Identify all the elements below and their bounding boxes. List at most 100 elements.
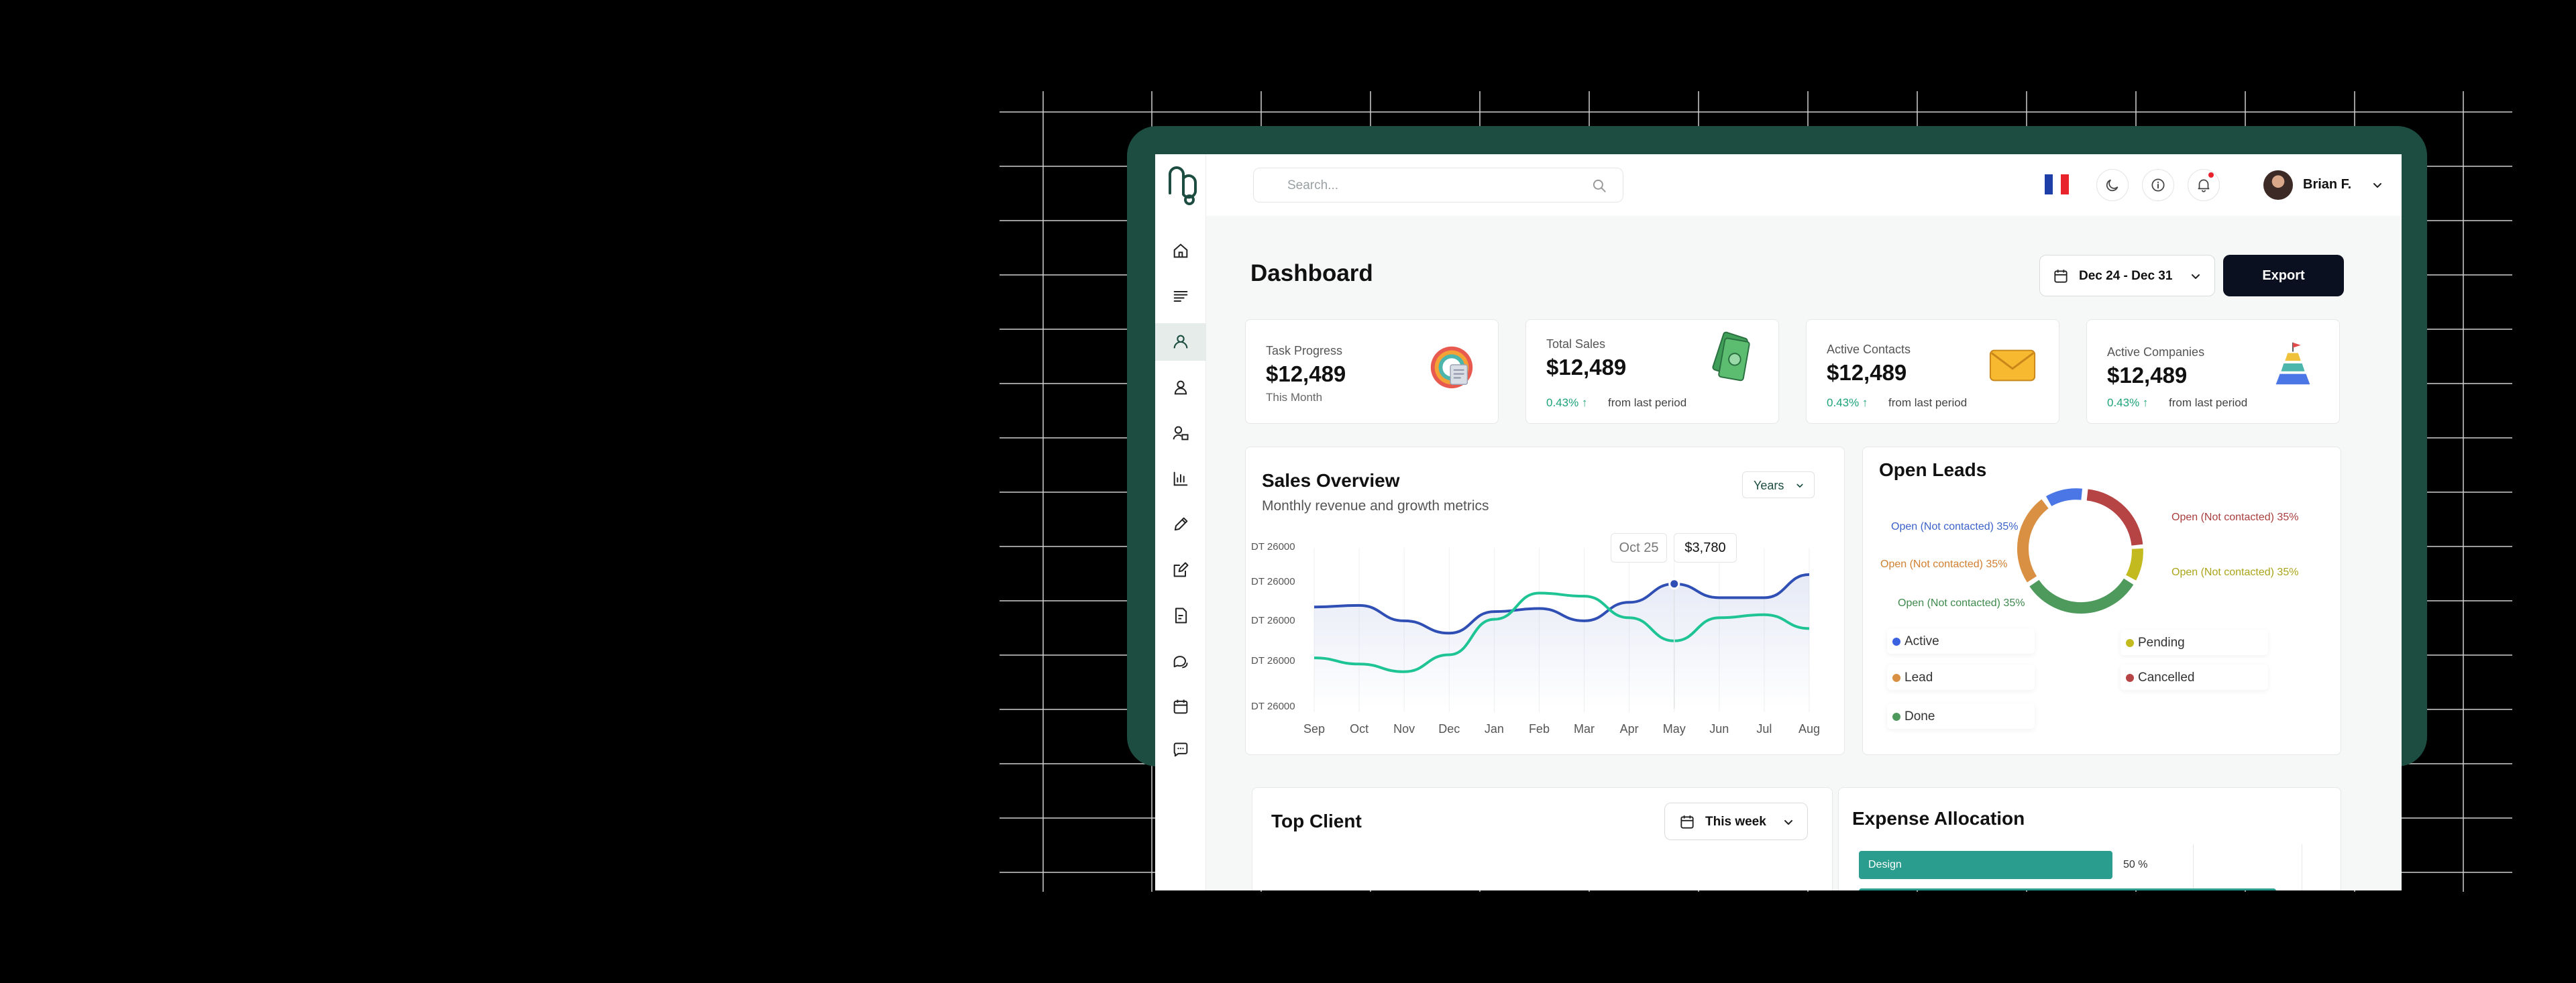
french-flag-icon[interactable] — [2045, 174, 2069, 194]
bar-chart-icon — [1173, 471, 1188, 486]
legend-done[interactable]: Done — [1887, 703, 2035, 729]
legend-lead[interactable]: Lead — [1887, 664, 2035, 690]
donut-slice-blue[interactable] — [2045, 488, 2083, 507]
years-dropdown[interactable]: Years — [1742, 471, 1815, 498]
slice-label-blue: Open (Not contacted) 35% — [1891, 521, 2019, 532]
message-icon — [1173, 742, 1188, 757]
legend-pending[interactable]: Pending — [2121, 630, 2268, 655]
y-tick-label: DT 26000 — [1251, 576, 1295, 587]
brand-logo[interactable] — [1165, 162, 1198, 207]
info-button[interactable] — [2142, 169, 2174, 201]
open-leads-title: Open Leads — [1879, 459, 1987, 480]
sidebar-item-notes[interactable] — [1155, 551, 1206, 589]
sales-overview-card: Sales Overview Monthly revenue and growt… — [1245, 447, 1845, 755]
stat-card-total-sales[interactable]: Total Sales $12,489 0.43% ↑ from last pe… — [1525, 319, 1779, 424]
legend-dot — [1892, 638, 1900, 646]
search-input[interactable]: Search... — [1253, 168, 1623, 203]
info-icon — [2151, 178, 2165, 192]
pyramid-icon — [2275, 342, 2310, 385]
legend-dot — [2126, 639, 2134, 647]
sidebar-item-contacts[interactable] — [1155, 369, 1206, 406]
slice-label-olive: Open (Not contacted) 35% — [2171, 567, 2299, 578]
calendar-icon — [2054, 270, 2068, 283]
app-window: Search... Brian F. Dashboard Dec 24 - De… — [1155, 154, 2402, 890]
stat-label: Task Progress — [1266, 344, 1343, 357]
stat-change: 0.43% ↑ — [2107, 396, 2149, 409]
slice-label-orange: Open (Not contacted) 35% — [1880, 559, 2008, 570]
sidebar-item-home[interactable] — [1155, 232, 1206, 270]
y-tick-label: DT 26000 — [1251, 655, 1295, 667]
series-line-2[interactable] — [1313, 591, 1810, 673]
stat-sub: This Month — [1266, 391, 1323, 404]
x-tick-label: Jun — [1709, 722, 1729, 736]
sidebar-item-calendar[interactable] — [1155, 688, 1206, 726]
stat-change: 0.43% ↑ — [1546, 396, 1588, 409]
sidebar-item-list[interactable] — [1155, 278, 1206, 315]
sidebar-item-reports[interactable] — [1155, 460, 1206, 498]
x-tick-label: Dec — [1438, 722, 1460, 736]
search-icon[interactable] — [1591, 177, 1608, 194]
expense-allocation-title: Expense Allocation — [1852, 808, 2025, 829]
avatar[interactable] — [2263, 170, 2293, 200]
date-range-picker[interactable]: Dec 24 - Dec 31 — [2039, 255, 2215, 296]
tooltip-value: $3,780 — [1674, 533, 1737, 563]
sidebar — [1155, 154, 1206, 890]
expense-percent: 50 % — [2123, 859, 2148, 870]
highlight-point[interactable] — [1668, 578, 1680, 590]
sales-line-chart[interactable] — [1246, 447, 1845, 756]
sidebar-item-support[interactable] — [1155, 642, 1206, 680]
open-leads-donut[interactable] — [1863, 447, 2342, 756]
years-label: Years — [1754, 479, 1784, 492]
legend-dot — [1892, 674, 1900, 682]
stat-card-task-progress[interactable]: Task Progress $12,489 This Month — [1245, 319, 1499, 424]
slice-label-green: Open (Not contacted) 35% — [1898, 597, 2025, 609]
user-icon — [1174, 380, 1187, 395]
date-range-label: Dec 24 - Dec 31 — [2079, 269, 2173, 283]
legend-cancelled[interactable]: Cancelled — [2121, 664, 2268, 690]
sales-overview-title: Sales Overview — [1262, 470, 1400, 491]
user-card-icon — [1173, 426, 1189, 441]
sidebar-item-team[interactable] — [1155, 414, 1206, 452]
dark-mode-button[interactable] — [2096, 169, 2129, 201]
stat-label: Active Contacts — [1827, 343, 1911, 356]
notifications-button[interactable] — [2188, 169, 2220, 201]
sidebar-item-messages[interactable] — [1155, 731, 1206, 768]
donut-slice-red[interactable] — [2086, 489, 2143, 546]
x-tick-label: Oct — [1350, 722, 1369, 736]
expense-bar-next[interactable] — [1859, 888, 2276, 890]
stat-card-active-contacts[interactable]: Active Contacts $12,489 0.43% ↑ from las… — [1806, 319, 2059, 424]
chevron-down-icon[interactable] — [2369, 177, 2385, 193]
user-name[interactable]: Brian F. — [2303, 177, 2352, 192]
export-button[interactable]: Export — [2223, 255, 2344, 296]
series-line-1[interactable] — [1313, 573, 1810, 635]
search-placeholder: Search... — [1287, 178, 1339, 192]
money-icon — [1712, 331, 1750, 382]
notification-dot — [2208, 172, 2214, 178]
sidebar-item-leads[interactable] — [1155, 323, 1206, 361]
donut-slice-green[interactable] — [2029, 578, 2134, 614]
edit-square-icon — [1173, 562, 1189, 577]
stat-card-active-companies[interactable]: Active Companies $12,489 0.43% ↑ from la… — [2086, 319, 2340, 424]
donut-slice-orange[interactable] — [2017, 499, 2049, 583]
sidebar-item-edit[interactable] — [1155, 506, 1206, 543]
list-icon — [1173, 291, 1188, 302]
open-leads-card: Open Leads Open (Not contacted) 35% Open… — [1862, 447, 2341, 755]
this-week-dropdown[interactable]: This week — [1664, 803, 1808, 840]
slice-label-red: Open (Not contacted) 35% — [2171, 512, 2299, 523]
top-client-card: Top Client This week — [1252, 787, 1833, 890]
y-tick-label: DT 26000 — [1251, 701, 1295, 712]
y-tick-label: DT 26000 — [1251, 615, 1295, 626]
document-icon — [1175, 608, 1187, 624]
legend-label: Cancelled — [2138, 671, 2195, 685]
stat-value: $12,489 — [1266, 361, 1346, 386]
donut-slice-olive[interactable] — [2125, 548, 2143, 581]
legend-label: Active — [1904, 634, 1939, 648]
grid-line — [2193, 844, 2194, 890]
top-bar: Search... Brian F. — [1206, 154, 2402, 216]
chevron-down-icon — [1796, 483, 1803, 488]
sidebar-item-documents[interactable] — [1155, 597, 1206, 634]
chat-bubbles-icon — [1173, 656, 1188, 669]
expense-bar-design[interactable]: Design — [1859, 851, 2112, 879]
users-icon — [1173, 335, 1188, 349]
legend-active[interactable]: Active — [1887, 628, 2035, 654]
